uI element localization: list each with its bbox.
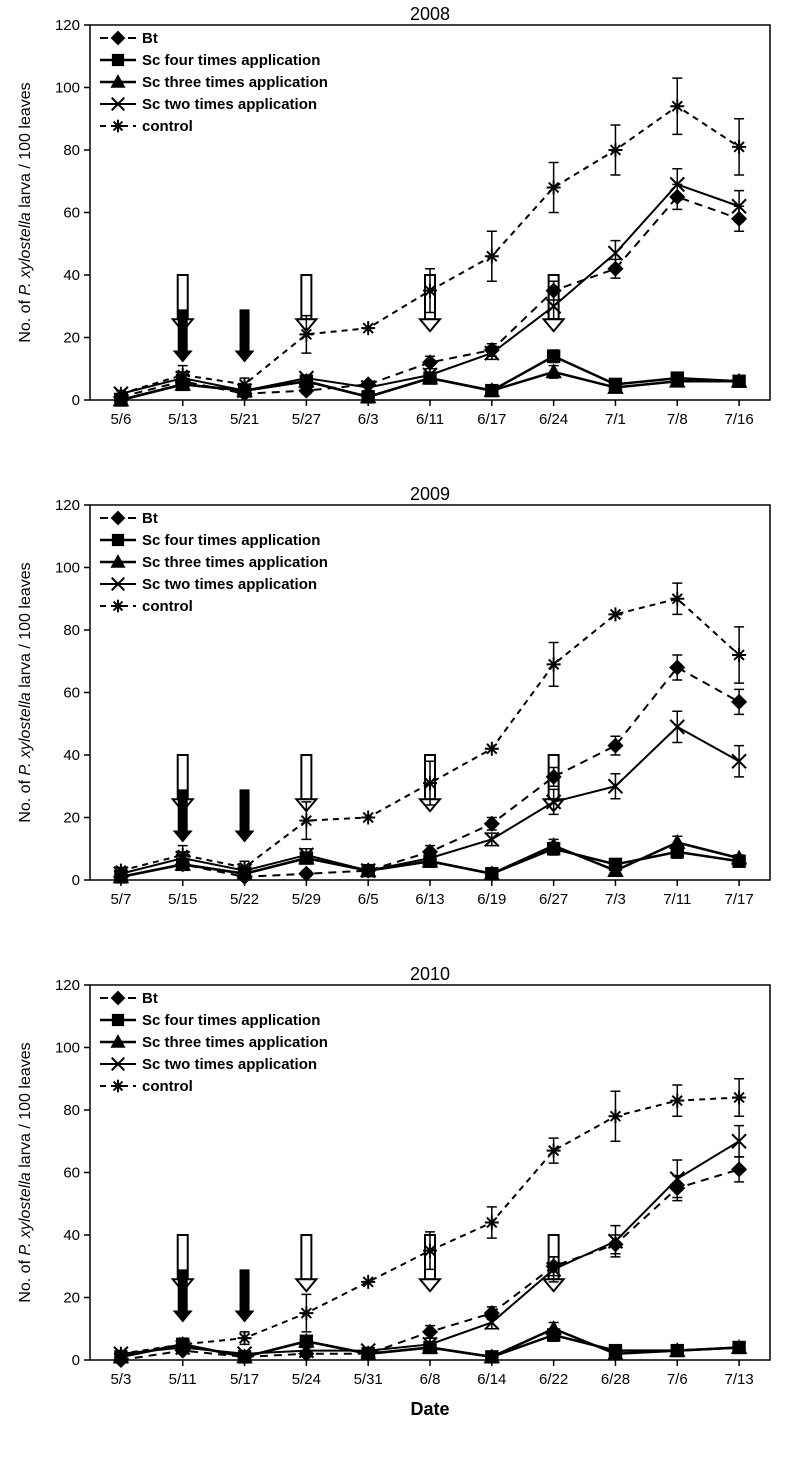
svg-text:No. of P. xylostella larva / 1: No. of P. xylostella larva / 100 leaves [17,1042,34,1302]
svg-text:60: 60 [63,1165,80,1182]
svg-text:120: 120 [55,977,80,994]
svg-text:100: 100 [55,1040,80,1057]
svg-text:0: 0 [72,392,80,409]
svg-text:100: 100 [55,80,80,97]
svg-text:5/29: 5/29 [292,891,321,908]
svg-text:6/11: 6/11 [416,411,444,428]
svg-text:6/24: 6/24 [539,411,568,428]
svg-text:Bt: Bt [142,990,158,1007]
svg-text:2008: 2008 [410,4,450,24]
svg-text:5/17: 5/17 [230,1371,259,1388]
svg-text:20: 20 [63,810,80,827]
svg-text:20: 20 [63,330,80,347]
svg-text:6/8: 6/8 [420,1371,441,1388]
svg-text:control: control [142,598,193,615]
svg-text:7/13: 7/13 [724,1371,753,1388]
svg-text:No. of P. xylostella larva / 1: No. of P. xylostella larva / 100 leaves [17,562,34,822]
svg-text:control: control [142,118,193,135]
svg-text:7/11: 7/11 [663,891,691,908]
svg-text:5/22: 5/22 [230,891,259,908]
svg-text:2010: 2010 [410,964,450,984]
svg-text:6/27: 6/27 [539,891,568,908]
svg-text:0: 0 [72,872,80,889]
svg-text:120: 120 [55,17,80,34]
svg-text:Bt: Bt [142,510,158,527]
svg-text:6/3: 6/3 [358,411,379,428]
svg-text:Bt: Bt [142,30,158,47]
svg-text:60: 60 [63,685,80,702]
svg-text:No. of P. xylostella larva / 1: No. of P. xylostella larva / 100 leaves [17,82,34,342]
svg-text:7/3: 7/3 [605,891,626,908]
chart-panel-2008: 2008 0 20 40 60 80 100 120 5/6 5/13 5/21 5/27 6/3 6/1… [0,0,797,460]
svg-text:20: 20 [63,1290,80,1307]
svg-text:Date: Date [410,1399,449,1419]
svg-text:80: 80 [63,142,80,159]
svg-text:6/14: 6/14 [477,1371,506,1388]
svg-text:5/7: 5/7 [110,891,131,908]
svg-text:80: 80 [63,1102,80,1119]
svg-text:Sc four times application: Sc four times application [142,1012,320,1029]
chart-panel-2009: 2009 0 20 40 60 80 100 120 5/7 5/15 5/22 5/29 6/5 6/1… [0,480,797,940]
svg-text:7/16: 7/16 [724,411,753,428]
svg-text:7/8: 7/8 [667,411,688,428]
svg-text:5/11: 5/11 [169,1371,197,1388]
svg-text:Sc two times application: Sc two times application [142,1056,317,1073]
svg-text:7/17: 7/17 [724,891,753,908]
svg-text:5/13: 5/13 [168,411,197,428]
svg-text:5/21: 5/21 [230,411,259,428]
svg-text:5/27: 5/27 [292,411,321,428]
svg-text:5/6: 5/6 [110,411,131,428]
svg-text:6/19: 6/19 [477,891,506,908]
svg-text:6/17: 6/17 [477,411,506,428]
svg-text:5/24: 5/24 [292,1371,321,1388]
svg-text:5/15: 5/15 [168,891,197,908]
svg-text:6/5: 6/5 [358,891,379,908]
svg-text:Sc four times application: Sc four times application [142,52,320,69]
svg-text:5/31: 5/31 [354,1371,383,1388]
svg-text:Sc three times application: Sc three times application [142,1034,328,1051]
svg-text:Sc three times application: Sc three times application [142,74,328,91]
svg-text:40: 40 [63,267,80,284]
svg-text:6/13: 6/13 [415,891,444,908]
svg-text:40: 40 [63,747,80,764]
svg-text:6/28: 6/28 [601,1371,630,1388]
svg-text:control: control [142,1078,193,1095]
svg-text:40: 40 [63,1227,80,1244]
svg-text:120: 120 [55,497,80,514]
svg-text:2009: 2009 [410,484,450,504]
svg-text:Sc two times application: Sc two times application [142,576,317,593]
svg-text:60: 60 [63,205,80,222]
svg-text:Sc two times application: Sc two times application [142,96,317,113]
figure-container: 20080204060801001205/65/135/215/276/36/1… [0,0,797,1471]
svg-text:0: 0 [72,1352,80,1369]
svg-text:5/3: 5/3 [110,1371,131,1388]
chart-panel-2010: 2010 0 20 40 60 80 100 120 5/3 5/11 5/17 5/24 5/31 6/… [0,960,797,1420]
svg-text:Sc four times application: Sc four times application [142,532,320,549]
svg-text:100: 100 [55,560,80,577]
svg-text:Sc three times application: Sc three times application [142,554,328,571]
svg-text:7/1: 7/1 [605,411,626,428]
svg-text:7/6: 7/6 [667,1371,688,1388]
svg-text:6/22: 6/22 [539,1371,568,1388]
svg-text:80: 80 [63,622,80,639]
